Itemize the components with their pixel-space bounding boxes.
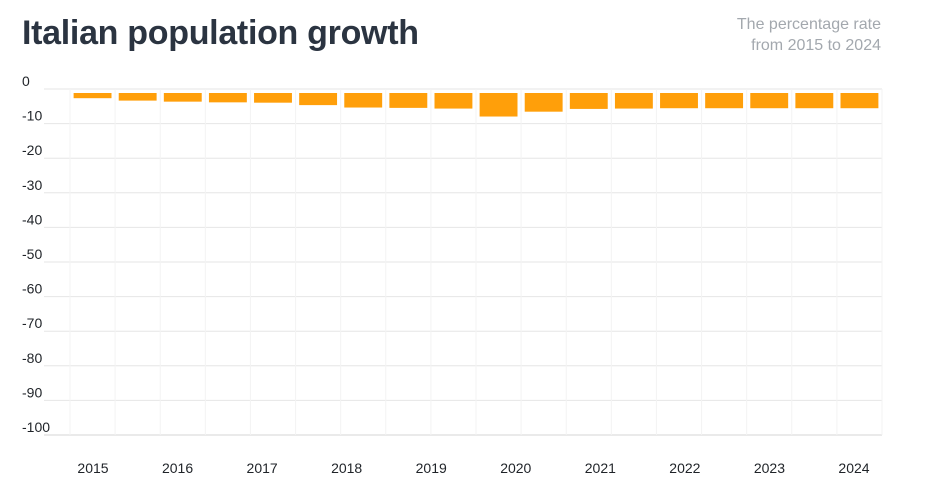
x-tick-label: 2017 <box>247 460 278 476</box>
grid-layer <box>44 88 883 436</box>
bar <box>73 93 112 99</box>
y-tick-label: -70 <box>22 315 42 331</box>
x-tick-label: 2021 <box>585 460 616 476</box>
y-tick-label: -100 <box>22 419 50 435</box>
x-tick-label: 2018 <box>331 460 362 476</box>
y-tick-label: -10 <box>22 108 42 124</box>
x-axis-ticks: 2015 2016 2017 2018 2019 2020 2021 2022 2023 2024 <box>77 460 869 476</box>
x-tick-label: 2024 <box>838 460 869 476</box>
y-tick-label: -60 <box>22 281 42 297</box>
bar <box>118 93 157 101</box>
bar <box>299 93 338 106</box>
chart-subtitle: The percentage rate from 2015 to 2024 <box>737 14 881 56</box>
bar <box>660 93 698 109</box>
y-tick-label: -30 <box>22 177 42 193</box>
bar <box>795 93 834 109</box>
subtitle-line-2: from 2015 to 2024 <box>751 37 881 54</box>
bar <box>524 93 563 112</box>
x-tick-label: 2023 <box>754 460 785 476</box>
bar <box>344 93 383 108</box>
bar <box>208 93 247 103</box>
x-tick-label: 2020 <box>500 460 531 476</box>
y-tick-label: -50 <box>22 246 42 262</box>
bar <box>705 93 744 109</box>
x-tick-label: 2019 <box>416 460 447 476</box>
bar <box>434 93 473 109</box>
bars-layer <box>73 93 879 117</box>
bar <box>389 93 428 108</box>
bar <box>479 93 518 117</box>
bar <box>614 93 653 109</box>
bar <box>840 93 879 109</box>
y-tick-label: -80 <box>22 350 42 366</box>
y-tick-label: -40 <box>22 211 42 227</box>
x-tick-label: 2015 <box>77 460 108 476</box>
bar <box>569 93 608 109</box>
x-tick-label: 2022 <box>669 460 700 476</box>
bar <box>163 93 202 102</box>
y-axis-ticks: 0 -10 -20 -30 -40 -50 -60 -70 -80 -90 -100 <box>22 73 50 435</box>
bar <box>254 93 292 103</box>
y-tick-label: -90 <box>22 384 42 400</box>
subtitle-line-1: The percentage rate <box>736 16 881 33</box>
bar <box>750 93 789 109</box>
y-tick-label: 0 <box>22 73 30 89</box>
y-tick-label: -20 <box>22 142 42 158</box>
x-tick-label: 2016 <box>162 460 193 476</box>
chart-title: Italian population growth <box>22 14 419 52</box>
